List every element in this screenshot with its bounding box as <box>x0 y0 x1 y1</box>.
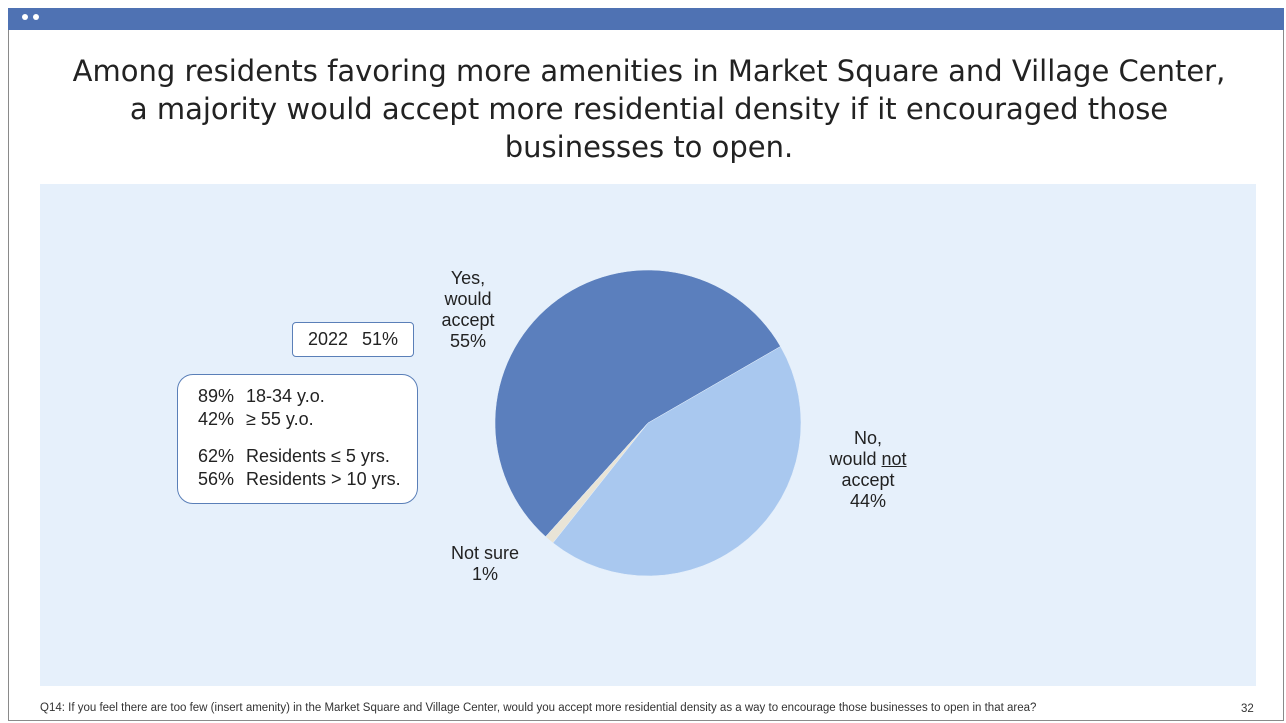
demo-row: 56% Residents > 10 yrs. <box>198 468 417 491</box>
demo-label: Residents ≤ 5 yrs. <box>246 446 390 466</box>
label-unsure-pct: 1% <box>471 564 498 584</box>
page-number: 32 <box>1241 703 1254 715</box>
demo-pct: 42% <box>198 409 235 429</box>
demo-pct: 89% <box>198 386 235 406</box>
question-footnote: Q14: If you feel there are too few (inse… <box>40 702 1037 714</box>
label-yes-pct: 55% <box>449 331 487 351</box>
demo-row: 42% ≥ 55 y.o. <box>198 408 417 431</box>
label-yes: Yes, would accept 55% <box>426 268 510 352</box>
dot-icon <box>33 14 39 20</box>
label-no-line2: would not <box>812 449 924 470</box>
slide-title: Among residents favoring more amenities … <box>72 54 1226 164</box>
window-dots <box>22 14 39 20</box>
label-no-line2b: not <box>881 449 907 469</box>
label-yes-line3: accept <box>441 310 495 330</box>
comparison-value: 51% <box>362 329 399 349</box>
comparison-year: 2022 <box>307 329 348 349</box>
pie-slice-no-would-not-accept <box>552 346 802 577</box>
label-no-line3: accept <box>841 470 895 490</box>
label-no-pct: 44% <box>849 491 887 511</box>
demographics-box: 89% 18-34 y.o. 42% ≥ 55 y.o. 62% Residen… <box>177 374 418 504</box>
top-bar <box>8 8 1284 30</box>
label-yes-line1: Yes, <box>450 268 486 288</box>
label-no-line1: No, <box>853 428 882 448</box>
label-unsure-line1: Not sure <box>450 543 520 563</box>
label-unsure: Not sure 1% <box>435 543 535 585</box>
demo-label: ≥ 55 y.o. <box>246 409 314 429</box>
demo-pct: 62% <box>198 446 235 466</box>
demo-label: Residents > 10 yrs. <box>246 469 401 489</box>
demo-row: 89% 18-34 y.o. <box>198 385 417 408</box>
comparison-2022-box: 2022 51% <box>292 322 414 357</box>
label-no: No, would not accept 44% <box>812 428 924 512</box>
dot-icon <box>22 14 28 20</box>
demo-pct: 56% <box>198 469 235 489</box>
pie-slice-yes-would-accept <box>494 269 781 538</box>
demo-label: 18-34 y.o. <box>246 386 325 406</box>
label-no-line2a: would <box>829 449 882 469</box>
label-yes-line2: would <box>444 289 492 309</box>
demo-row: 62% Residents ≤ 5 yrs. <box>198 445 417 468</box>
